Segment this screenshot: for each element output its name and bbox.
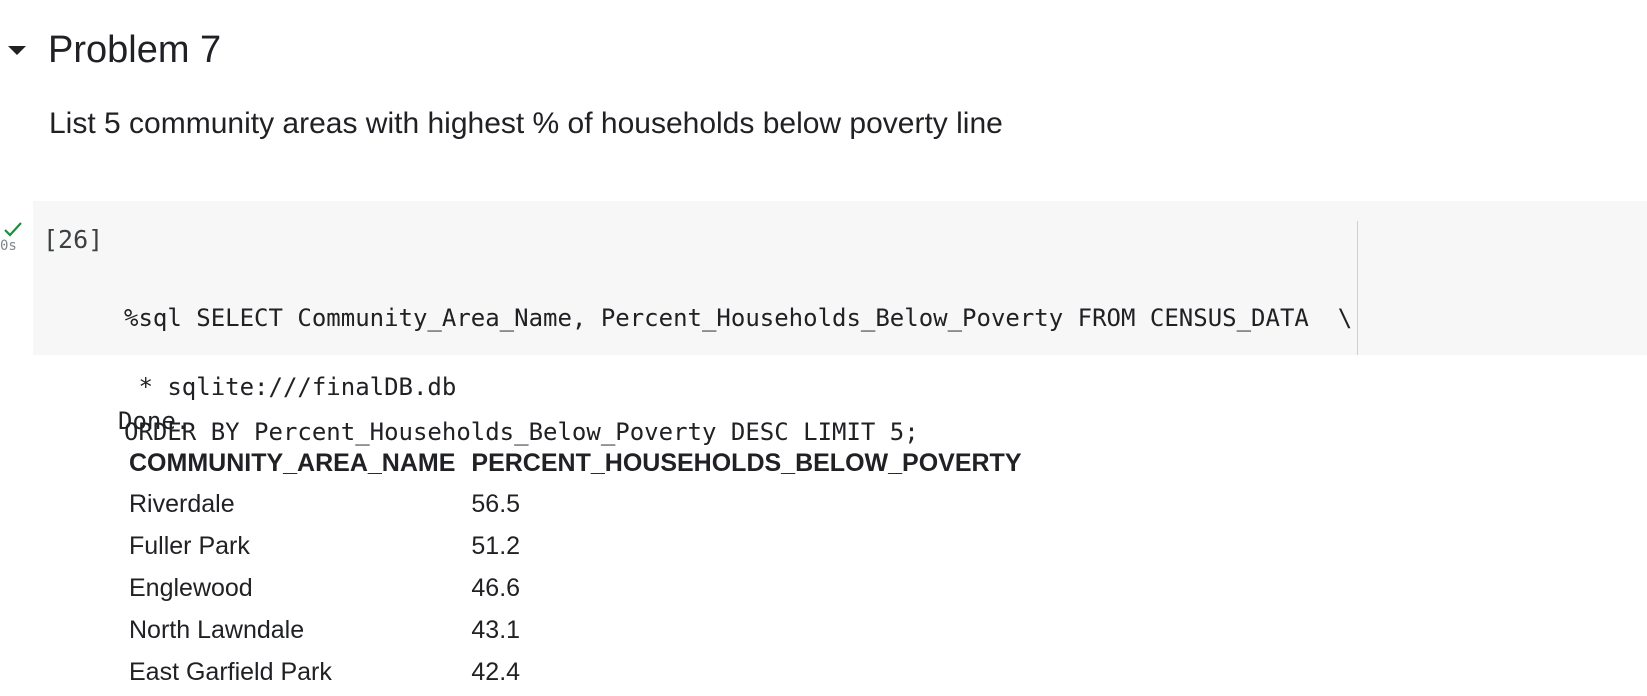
table-row: Fuller Park 51.2 bbox=[122, 525, 1030, 567]
execution-time: 0s bbox=[0, 238, 17, 254]
table-header-row: COMMUNITY_AREA_NAME PERCENT_HOUSEHOLDS_B… bbox=[122, 442, 1030, 483]
code-editor[interactable]: %sql SELECT Community_Area_Name, Percent… bbox=[124, 223, 1352, 527]
column-header: PERCENT_HOUSEHOLDS_BELOW_POVERTY bbox=[471, 449, 1022, 477]
column-header: COMMUNITY_AREA_NAME bbox=[129, 449, 456, 477]
caret-down-icon bbox=[8, 46, 26, 55]
collapse-toggle[interactable] bbox=[0, 33, 34, 67]
table-cell: Fuller Park bbox=[129, 531, 250, 560]
table-cell: 56.5 bbox=[471, 489, 521, 518]
cell-status: 0s bbox=[0, 220, 30, 254]
status-text: Done. bbox=[118, 407, 191, 435]
table-cell: East Garfield Park bbox=[129, 657, 332, 686]
cell-output: * sqlite:///finalDB.db Done. COMMUNITY_A… bbox=[118, 370, 1030, 693]
result-table: COMMUNITY_AREA_NAME PERCENT_HOUSEHOLDS_B… bbox=[122, 442, 1030, 693]
table-cell: North Lawndale bbox=[129, 615, 305, 644]
table-cell: 46.6 bbox=[471, 573, 521, 602]
section-header: Problem 7 bbox=[0, 22, 221, 78]
table-row: Englewood 46.6 bbox=[122, 567, 1030, 609]
section-description: List 5 community areas with highest % of… bbox=[49, 107, 1003, 140]
table-cell: Riverdale bbox=[129, 489, 235, 518]
code-cell[interactable]: [26] %sql SELECT Community_Area_Name, Pe… bbox=[33, 201, 1647, 446]
table-cell: 43.1 bbox=[471, 615, 521, 644]
table-row: Riverdale 56.5 bbox=[122, 483, 1030, 525]
check-icon bbox=[4, 222, 22, 237]
table-row: East Garfield Park 42.4 bbox=[122, 651, 1030, 693]
code-line: ORDER BY Percent_Households_Below_Povert… bbox=[124, 418, 919, 446]
line-length-ruler bbox=[1357, 221, 1358, 355]
execution-count: [26] bbox=[43, 225, 104, 254]
code-line: %sql SELECT Community_Area_Name, Percent… bbox=[124, 304, 1353, 332]
table-row: North Lawndale 43.1 bbox=[122, 609, 1030, 651]
table-cell: Englewood bbox=[129, 573, 253, 602]
connection-line: * sqlite:///finalDB.db bbox=[124, 373, 457, 401]
table-cell: 42.4 bbox=[471, 657, 521, 686]
table-cell: 51.2 bbox=[471, 531, 521, 560]
section-title: Problem 7 bbox=[48, 28, 222, 71]
